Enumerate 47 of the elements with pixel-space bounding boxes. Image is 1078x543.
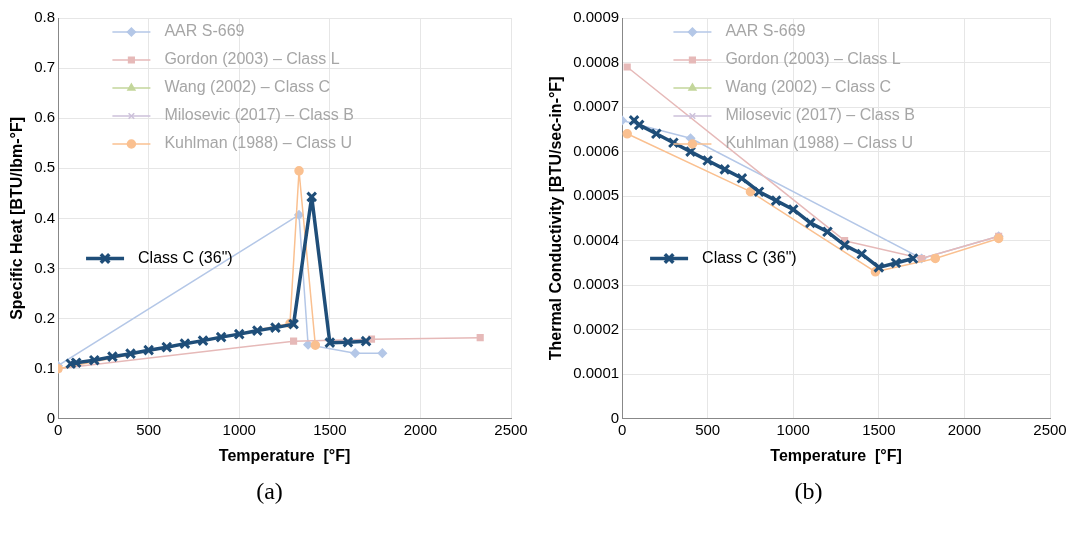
y-tick-label: 0.0007 [573,97,620,115]
x-tick-label: 2500 [494,420,528,438]
x-tick-label: 500 [695,420,721,438]
y-tick-label: 0 [46,408,56,426]
legend-label: Kuhlman (1988) – Class U [725,134,914,152]
x-tick-label: 2500 [1033,420,1067,438]
y-axis-title: Thermal Conductivity [BTU/sec-in-°F] [547,76,565,361]
y-tick-label: 0 [610,408,620,426]
y-tick-label: 0.7 [34,58,56,76]
y-axis-title: Specific Heat [BTU/lbm-°F] [8,116,26,320]
x-axis-title: Temperature [°F] [770,446,902,464]
y-tick-label: 0.0005 [573,186,620,204]
y-tick-label: 0.8 [34,8,56,26]
x-tick-label: 1000 [776,420,810,438]
text: (a) [255,478,284,505]
y-tick-label: 0.0003 [573,275,620,293]
y-tick-label: 0.0006 [573,141,620,159]
y-tick-label: 0.0009 [573,8,620,26]
legend-label: AAR S-669 [164,22,245,40]
y-tick-label: 0.2 [34,308,56,326]
legend-label: Wang (2002) – Class C [164,78,331,96]
text: (b) [793,478,824,505]
legend-label: Class C (36") [138,248,233,266]
legend-label: Milosevic (2017) – Class B [725,106,915,124]
x-tick-label: 2000 [947,420,982,438]
x-tick-label: 1500 [313,420,347,438]
legend-label: Wang (2002) – Class C [725,78,892,96]
legend-label: Milosevic (2017) – Class B [164,106,354,124]
y-tick-label: 0.4 [34,208,56,226]
legend-label: Gordon (2003) – Class L [164,50,340,68]
y-tick-label: 0.1 [34,358,56,376]
y-tick-label: 0.3 [34,258,56,276]
legend-label: Gordon (2003) – Class L [725,50,901,68]
x-axis-title: Temperature [°F] [218,446,351,464]
legend-label: Kuhlman (1988) – Class U [164,134,353,152]
y-tick-label: 0.0004 [573,230,620,248]
legend-label: AAR S-669 [725,22,806,40]
y-tick-label: 0.0002 [573,319,620,337]
y-tick-label: 0.0001 [573,364,620,382]
y-tick-label: 0.6 [34,108,56,126]
legend-label: Class C (36") [702,248,797,266]
x-tick-label: 1500 [862,420,896,438]
x-tick-label: 1000 [222,420,256,438]
y-tick-label: 0.5 [34,158,56,176]
y-tick-label: 0.0008 [573,52,620,70]
x-tick-label: 2000 [403,420,438,438]
x-tick-label: 500 [136,420,162,438]
